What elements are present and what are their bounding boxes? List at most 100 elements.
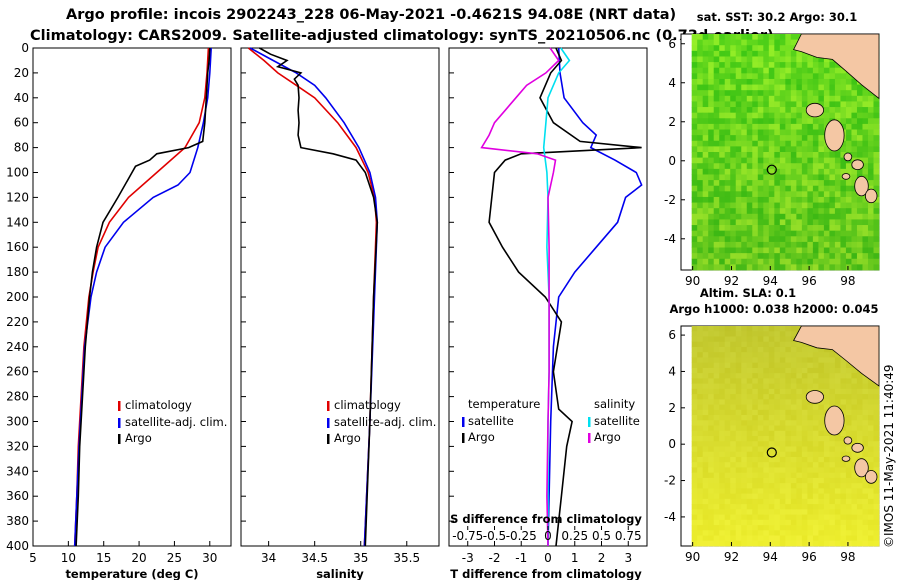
lat-tick-label: 0 (668, 437, 676, 451)
depth-tick-label: 240 (6, 340, 29, 354)
sst-map: 90 92 94 96 98 6 4 2 0 -2 -4 (664, 33, 880, 288)
lon-tick-label: 90 (685, 550, 700, 564)
legend-swatch-argo (327, 434, 330, 444)
difference-lines (480, 47, 643, 547)
lat-tick-label: 6 (668, 37, 676, 51)
lon-tick-label: 90 (685, 274, 700, 288)
depth-tick-label: 100 (6, 166, 29, 180)
island (865, 470, 878, 484)
temperature-frame (32, 47, 232, 547)
x-tick-label: 1 (571, 551, 579, 565)
lat-tick-label: 0 (668, 154, 676, 168)
legend-swatch-t-argo (462, 433, 465, 443)
legend-swatch-s-argo (588, 433, 591, 443)
island (824, 119, 845, 152)
temperature-legend: climatology satellite-adj. clim. Argo (118, 398, 227, 445)
depth-tick-label: 400 (6, 539, 29, 553)
lat-tick-label: -4 (664, 232, 676, 246)
island (843, 152, 853, 162)
depth-tick-label: 200 (6, 290, 29, 304)
depth-tick-label: 260 (6, 365, 29, 379)
depth-tick-label: 300 (6, 415, 29, 429)
x-tick-label: 10 (61, 551, 76, 565)
x-tick-label: 25 (167, 551, 182, 565)
legend-swatch-satellite (327, 418, 330, 428)
island (865, 188, 878, 204)
lon-tick-label: 94 (763, 274, 778, 288)
depth-tick-label: 180 (6, 265, 29, 279)
x-tick-label: 35 (353, 551, 368, 565)
title-line-1: Argo profile: incois 2902243_228 06-May-… (66, 7, 676, 23)
legend-swatch-t-satellite (462, 417, 465, 427)
series-line-satellite-adj-clim- (249, 47, 379, 547)
salinity-legend: climatology satellite-adj. clim. Argo (327, 398, 436, 445)
sla-map-title: Altim. SLA: 0.1 (700, 286, 796, 300)
x-tick-label: -1 (515, 551, 527, 565)
lon-tick-label: 92 (724, 550, 739, 564)
x-tick-label: 34 (261, 551, 276, 565)
x-tick-label: 34.5 (301, 551, 328, 565)
lat-tick-label: 2 (668, 115, 676, 129)
sumatra-coast (793, 325, 880, 387)
difference-panel: -3 -2 -1 0 1 2 3 -0.75 -0.5 -0.25 0 0.25 0.5 0.75 S … (448, 47, 648, 580)
series-line-argo (75, 47, 211, 547)
depth-axis: 0 20 40 60 80 100 120 140 160 180 200 220 240 260 280 3… (6, 41, 38, 553)
imos-stamp: ©IMOS 11-May-2021 11:40:49 (882, 364, 896, 548)
x-tick-label: 30 (202, 551, 217, 565)
lon-tick-label: 98 (840, 274, 855, 288)
island (841, 173, 851, 180)
x-tick-label: -3 (462, 551, 474, 565)
x-tick-label: 35.5 (393, 551, 420, 565)
depth-tick-label: 280 (6, 390, 29, 404)
temperature-panel: 0 20 40 60 80 100 120 140 160 180 200 220 240 260 280 3… (6, 41, 232, 580)
temperature-xlabel: temperature (deg C) (65, 567, 198, 580)
island (843, 436, 853, 445)
depth-tick-label: 380 (6, 514, 29, 528)
depth-tick-label: 220 (6, 315, 29, 329)
sla-map-subtitle: Argo h1000: 0.038 h2000: 0.045 (669, 302, 878, 316)
legend-swatch-satellite (118, 418, 121, 428)
legend-satellite: satellite-adj. clim. (125, 415, 227, 429)
x-tick-label: 2 (598, 551, 606, 565)
s-difference-title: S difference from climatology (450, 512, 642, 526)
temperature-lines (73, 47, 212, 547)
island (841, 455, 851, 462)
series-line-argo (259, 47, 379, 547)
salinity-y-ticks (241, 47, 246, 547)
salinity-lines (247, 47, 379, 547)
legend-swatch-climatology (118, 401, 121, 411)
island (851, 159, 864, 171)
difference-y-ticks (449, 47, 454, 547)
lon-tick-label: 96 (801, 274, 816, 288)
depth-tick-label: 160 (6, 240, 29, 254)
lon-tick-label: 98 (840, 550, 855, 564)
x-tick-label: 0 (544, 551, 552, 565)
depth-tick-label: 320 (6, 439, 29, 453)
depth-tick-label: 60 (14, 116, 29, 130)
legend-swatch-s-satellite (588, 417, 591, 427)
lat-tick-label: -2 (664, 193, 676, 207)
island (824, 405, 845, 436)
x-tick-label: 3 (624, 551, 632, 565)
depth-tick-label: 120 (6, 190, 29, 204)
legend-climatology: climatology (125, 398, 192, 412)
island (854, 458, 869, 478)
legend-s-argo: Argo (594, 430, 621, 444)
legend-t-satellite: satellite (468, 414, 514, 428)
legend-swatch-climatology (327, 401, 330, 411)
argo-location-marker (766, 447, 777, 458)
s-tick-label: 0 (544, 529, 552, 543)
s-tick-label: 0.75 (615, 529, 642, 543)
depth-tick-label: 40 (14, 91, 29, 105)
legend-argo: Argo (334, 431, 361, 445)
x-tick-label: -2 (489, 551, 501, 565)
t-difference-xlabel: T difference from climatology (450, 567, 642, 580)
depth-tick-label: 0 (21, 41, 29, 55)
lon-tick-label: 96 (801, 550, 816, 564)
temperature-x-axis: 5 10 15 20 25 30 (29, 541, 217, 565)
lat-tick-label: -4 (664, 510, 676, 524)
legend-argo: Argo (125, 431, 152, 445)
s-tick-label: 0.5 (592, 529, 611, 543)
island (854, 175, 869, 197)
